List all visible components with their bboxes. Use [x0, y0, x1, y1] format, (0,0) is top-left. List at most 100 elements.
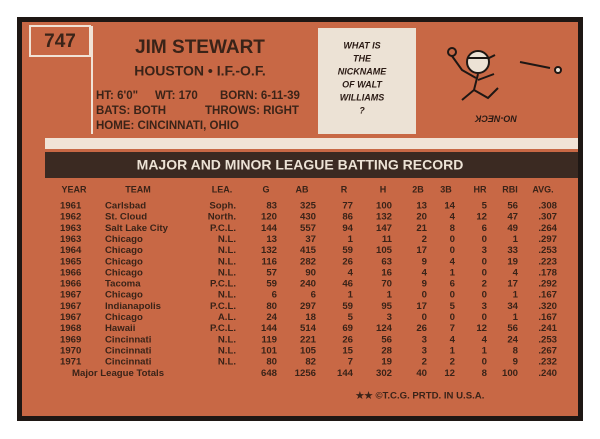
table-cell: 116 — [262, 256, 277, 267]
table-cell: 13 — [416, 201, 427, 212]
table-cell: 37 — [305, 234, 316, 245]
table-cell: Soph. — [209, 201, 236, 212]
table-cell: 56 — [507, 201, 518, 212]
totals-cell: 648 — [261, 368, 278, 379]
question-line: THE — [353, 53, 372, 63]
totals-cell: 40 — [416, 368, 427, 379]
table-cell: 1966 — [60, 279, 81, 290]
table-cell: 5 — [482, 201, 488, 212]
table-cell: 47 — [507, 212, 518, 223]
table-cell: 57 — [266, 267, 277, 278]
bats: BATS: BOTH — [96, 105, 166, 117]
table-cell: P.C.L. — [210, 323, 236, 334]
table-cell: 19 — [381, 357, 392, 368]
table-cell: Chicago — [105, 290, 143, 301]
totals-cell: 8 — [482, 368, 488, 379]
table-cell: 0 — [482, 234, 487, 245]
table-cell: 240 — [300, 279, 316, 290]
table-cell: 13 — [266, 234, 277, 245]
table-cell: Chicago — [105, 245, 143, 256]
table-cell: N.L. — [218, 245, 236, 256]
table-cell: 49 — [507, 223, 518, 234]
table-cell: Hawaii — [105, 323, 135, 334]
table-cell: 132 — [261, 245, 277, 256]
table-cell: 3 — [387, 312, 392, 323]
totals-cell: 1256 — [295, 368, 316, 379]
table-cell: 1 — [348, 290, 354, 301]
table-cell: 105 — [300, 345, 317, 356]
table-cell: 24 — [266, 312, 277, 323]
question-line: NICKNAME — [338, 66, 387, 76]
table-cell: 124 — [376, 323, 393, 334]
column-header: AB — [296, 184, 309, 194]
table-cell: 26 — [342, 334, 353, 345]
table-cell: 1 — [387, 290, 393, 301]
table-cell: 8 — [513, 345, 519, 356]
cartoon-answer: NO-NECK — [474, 114, 517, 124]
table-cell: 12 — [476, 323, 487, 334]
question: WHAT IS THE NICKNAME OF WALT WILLIAMS? — [338, 40, 387, 115]
height: HT: 6'0" — [96, 90, 138, 102]
table-cell: 144 — [261, 323, 278, 334]
table-cell: .167 — [538, 312, 557, 323]
table-cell: 56 — [507, 323, 518, 334]
table-cell: 2 — [422, 234, 427, 245]
table-cell: 0 — [450, 245, 455, 256]
table-cell: 20 — [416, 212, 427, 223]
cartoon — [447, 47, 562, 101]
table-cell: 1 — [482, 345, 488, 356]
table-cell: .292 — [538, 279, 557, 290]
record-title: MAJOR AND MINOR LEAGUE BATTING RECORD — [137, 157, 464, 173]
table-cell: 77 — [342, 201, 353, 212]
banner — [45, 152, 578, 178]
table-cell: 95 — [381, 301, 392, 312]
table-cell: Chicago — [105, 312, 143, 323]
table-cell: 101 — [261, 345, 278, 356]
footer: ★★ ©T.C.G. PRTD. IN U.S.A. — [356, 391, 485, 402]
table-cell: 1966 — [60, 267, 81, 278]
column-header: H — [380, 184, 387, 194]
column-header: AVG. — [532, 184, 553, 194]
table-cell: Chicago — [105, 234, 143, 245]
table-cell: N.L. — [218, 256, 236, 267]
table-cell: 69 — [342, 323, 353, 334]
table-cell: 34 — [507, 301, 518, 312]
table-cell: 11 — [382, 234, 393, 245]
table-cell: Cincinnati — [105, 345, 151, 356]
table-cell: 1968 — [60, 323, 82, 334]
column-header: RBI — [502, 184, 518, 194]
table-cell: 0 — [450, 312, 455, 323]
table-cell: 9 — [422, 279, 427, 290]
table-cell: North. — [208, 212, 236, 223]
table-cell: Carlsbad — [105, 201, 146, 212]
table-cell: 24 — [507, 334, 518, 345]
table-cell: .253 — [538, 334, 557, 345]
table-cell: 3 — [482, 301, 487, 312]
table-cell: 0 — [482, 357, 487, 368]
table-cell: 59 — [342, 245, 353, 256]
table-cell: 6 — [311, 290, 316, 301]
table-cell: .308 — [538, 201, 557, 212]
table-cell: 119 — [262, 334, 277, 345]
table-cell: 282 — [300, 256, 316, 267]
weight: WT: 170 — [155, 90, 198, 102]
question-line: WILLIAMS — [340, 92, 385, 102]
column-header: LEA. — [212, 184, 233, 194]
totals-label: Major League Totals — [72, 368, 164, 379]
table-cell: 0 — [450, 290, 455, 301]
table-cell: 1967 — [60, 290, 81, 301]
totals-cell: 144 — [337, 368, 354, 379]
table-cell: 1971 — [60, 357, 82, 368]
table-cell: 1961 — [60, 201, 82, 212]
table-cell: Indianapolis — [105, 301, 161, 312]
table-cell: P.C.L. — [210, 279, 236, 290]
table-cell: 14 — [444, 201, 455, 212]
throws: THROWS: RIGHT — [205, 105, 299, 117]
table-cell: 82 — [305, 357, 316, 368]
table-cell: 26 — [416, 323, 427, 334]
table-cell: N.L. — [218, 357, 236, 368]
table-cell: Chicago — [105, 256, 143, 267]
table-cell: .223 — [538, 256, 557, 267]
table-cell: N.L. — [218, 234, 236, 245]
table-cell: 9 — [422, 256, 427, 267]
